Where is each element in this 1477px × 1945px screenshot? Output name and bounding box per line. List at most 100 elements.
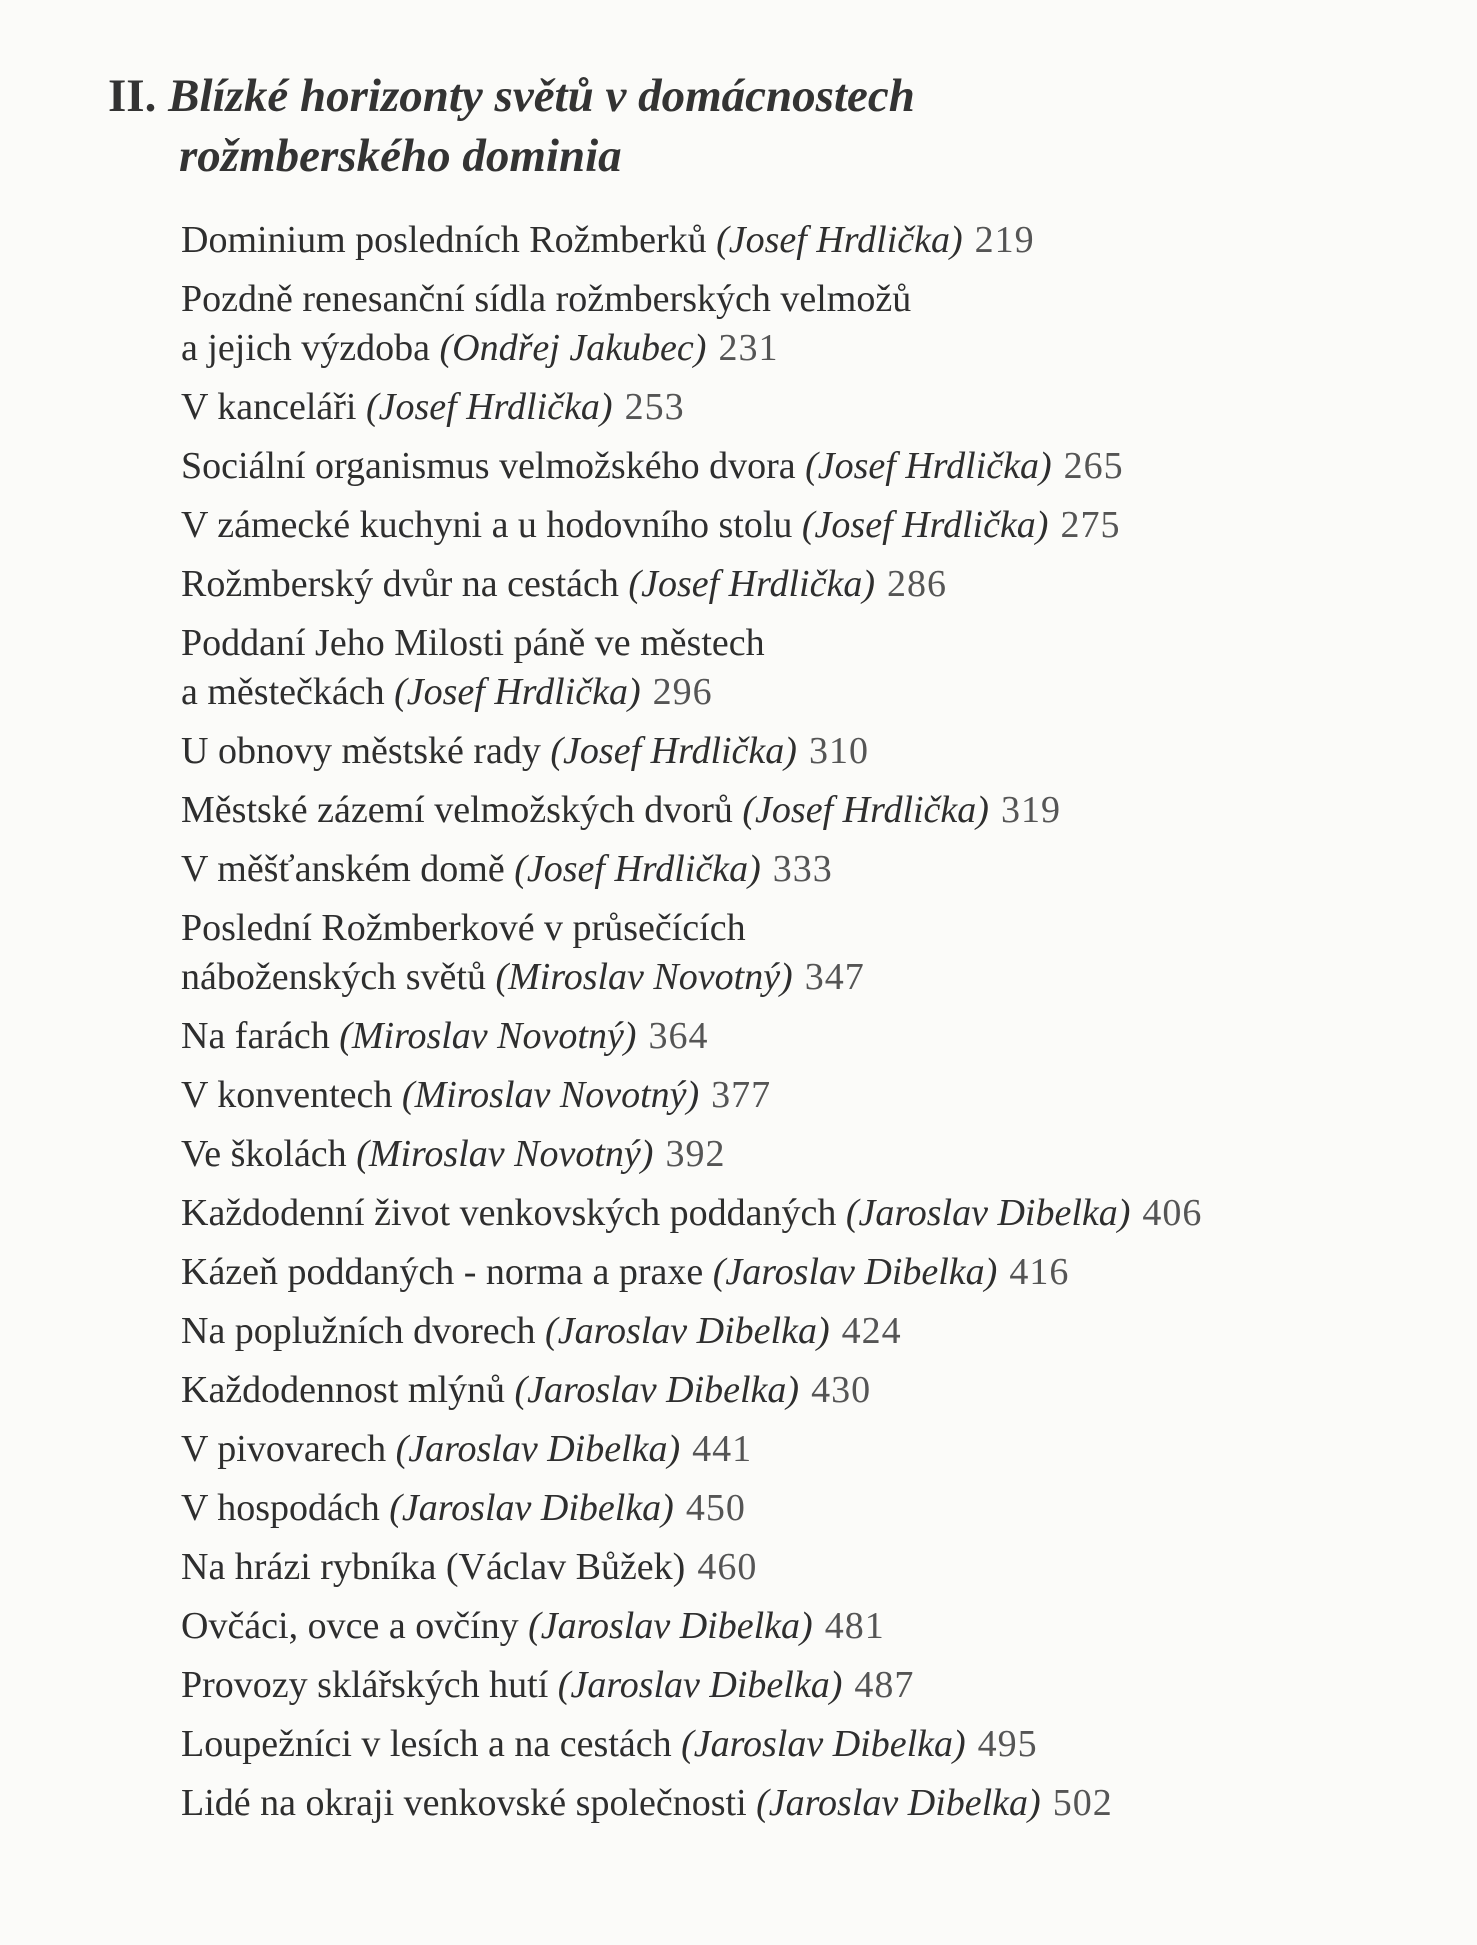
- entry-title: Na hrázi rybníka: [181, 1546, 437, 1588]
- toc-entry: U obnovy městské rady (Josef Hrdlička) 31…: [181, 727, 1202, 776]
- entry-title: a jejich výzdoba: [181, 327, 431, 369]
- toc-entry: Dominium posledních Rožmberků (Josef Hrd…: [181, 216, 1202, 265]
- entry-author: (Jaroslav Dibelka): [845, 1192, 1131, 1234]
- entry-title: V hospodách: [181, 1487, 380, 1529]
- entry-page-number: 333: [772, 848, 833, 890]
- entry-title: Rožmberský dvůr na cestách: [181, 563, 619, 605]
- entry-title-line: Městské zázemí velmožských dvorů (Josef …: [181, 786, 1202, 835]
- entry-title-line: Každodenní život venkovských poddaných (…: [181, 1189, 1202, 1238]
- entry-title-line: V kanceláři (Josef Hrdlička) 253: [181, 383, 1202, 432]
- entry-author: (Josef Hrdlička): [805, 445, 1052, 487]
- entry-title: Ovčáci, ovce a ovčíny: [181, 1605, 519, 1647]
- entry-page-number: 296: [652, 671, 713, 713]
- section-title-line1: Blízké horizonty světů v domácnostech: [168, 70, 915, 122]
- entry-author: (Jaroslav Dibelka): [681, 1723, 966, 1765]
- entry-title-line: Lidé na okraji venkovské společnosti (Ja…: [181, 1779, 1202, 1828]
- entry-title: Pozdně renesanční sídla rožmberských vel…: [181, 278, 912, 320]
- toc-entry: Loupežníci v lesích a na cestách (Jarosl…: [181, 1720, 1202, 1769]
- toc-entry: V pivovarech (Jaroslav Dibelka) 441: [181, 1425, 1202, 1474]
- entry-author: (Josef Hrdlička): [394, 671, 641, 713]
- entry-title-line: V měšťanském domě (Josef Hrdlička) 333: [181, 845, 1202, 894]
- toc-entry: Provozy sklářských hutí (Jaroslav Dibelk…: [181, 1661, 1202, 1710]
- entry-title: Loupežníci v lesích a na cestách: [181, 1723, 672, 1765]
- toc-entry: V měšťanském domě (Josef Hrdlička) 333: [181, 845, 1202, 894]
- toc-entry: Ovčáci, ovce a ovčíny (Jaroslav Dibelka)…: [181, 1602, 1202, 1651]
- toc-entry: Pozdně renesanční sídla rožmberských vel…: [181, 275, 1202, 373]
- entry-title-line: Poslední Rožmberkové v průsečících: [181, 904, 1202, 953]
- entry-title-line: Na hrázi rybníka (Václav Bůžek) 460: [181, 1543, 1202, 1592]
- entry-page-number: 424: [841, 1310, 902, 1352]
- entry-title-line: náboženských světů (Miroslav Novotný) 347: [181, 953, 1202, 1002]
- entry-title: V konventech: [181, 1074, 393, 1116]
- toc-entry: Každodenní život venkovských poddaných (…: [181, 1189, 1202, 1238]
- entry-author: (Josef Hrdlička): [716, 219, 963, 261]
- entry-page-number: 502: [1052, 1782, 1113, 1824]
- entry-author: (Miroslav Novotný): [401, 1074, 700, 1116]
- entry-author: (Jaroslav Dibelka): [545, 1310, 830, 1352]
- entry-title: U obnovy městské rady: [181, 730, 541, 772]
- entry-author: (Josef Hrdlička): [550, 730, 797, 772]
- entry-author: (Josef Hrdlička): [514, 848, 761, 890]
- toc-entry: V kanceláři (Josef Hrdlička) 253: [181, 383, 1202, 432]
- entry-author: (Jaroslav Dibelka): [528, 1605, 813, 1647]
- entry-title-line: Sociální organismus velmožského dvora (J…: [181, 442, 1202, 491]
- entry-author: (Josef Hrdlička): [801, 504, 1049, 546]
- entry-title-line: Poddaní Jeho Milosti páně ve městech: [181, 619, 1202, 668]
- entry-title: V kanceláři: [181, 386, 357, 428]
- toc-entry: Na poplužních dvorech (Jaroslav Dibelka)…: [181, 1307, 1202, 1356]
- entry-title: Ve školách: [181, 1133, 347, 1175]
- toc-entry: V konventech (Miroslav Novotný) 377: [181, 1071, 1202, 1120]
- entry-title-line: Na farách (Miroslav Novotný) 364: [181, 1012, 1202, 1061]
- toc-entry: Sociální organismus velmožského dvora (J…: [181, 442, 1202, 491]
- entry-author: (Miroslav Novotný): [356, 1133, 654, 1175]
- toc-entry: Poslední Rožmberkové v průsečících nábože…: [181, 904, 1202, 1002]
- entry-page-number: 364: [648, 1015, 709, 1057]
- entry-author: (Jaroslav Dibelka): [756, 1782, 1041, 1824]
- entry-page-number: 495: [977, 1723, 1038, 1765]
- entry-page-number: 481: [824, 1605, 885, 1647]
- entry-title: V zámecké kuchyni a u hodovního stolu: [181, 504, 793, 546]
- entry-title: Na farách: [181, 1015, 330, 1057]
- entry-title-line: Provozy sklářských hutí (Jaroslav Dibelk…: [181, 1661, 1202, 1710]
- entry-page-number: 231: [718, 327, 779, 369]
- entry-title: V měšťanském domě: [181, 848, 505, 890]
- toc-entry: V zámecké kuchyni a u hodovního stolu (J…: [181, 501, 1202, 550]
- entry-title-line: a městečkách (Josef Hrdlička) 296: [181, 668, 1202, 717]
- entry-page-number: 310: [808, 730, 869, 772]
- entry-title: a městečkách: [181, 671, 385, 713]
- entry-title: Každodennost mlýnů: [181, 1369, 506, 1411]
- entry-title: Každodenní život venkovských poddaných: [181, 1192, 837, 1234]
- entry-title: Kázeň poddaných - norma a praxe: [181, 1251, 704, 1293]
- entry-page-number: 406: [1142, 1192, 1203, 1234]
- entry-author: (Jaroslav Dibelka): [712, 1251, 998, 1293]
- entry-title-line: Loupežníci v lesích a na cestách (Jarosl…: [181, 1720, 1202, 1769]
- entry-author: (Miroslav Novotný): [339, 1015, 637, 1057]
- entry-page-number: 286: [886, 563, 947, 605]
- entry-title-line: Na poplužních dvorech (Jaroslav Dibelka)…: [181, 1307, 1202, 1356]
- entry-author: (Josef Hrdlička): [742, 789, 989, 831]
- entry-title-line: Ovčáci, ovce a ovčíny (Jaroslav Dibelka)…: [181, 1602, 1202, 1651]
- entry-author: (Jaroslav Dibelka): [395, 1428, 681, 1470]
- entry-title: Městské zázemí velmožských dvorů: [181, 789, 733, 831]
- entry-page-number: 347: [804, 956, 865, 998]
- entry-title: Na poplužních dvorech: [181, 1310, 536, 1352]
- entry-author: (Jaroslav Dibelka): [389, 1487, 674, 1529]
- entry-page-number: 377: [711, 1074, 772, 1116]
- entry-page-number: 430: [811, 1369, 872, 1411]
- entry-page-number: 416: [1009, 1251, 1070, 1293]
- entry-title: Poslední Rožmberkové v průsečících: [181, 907, 746, 949]
- entry-title-line: Ve školách (Miroslav Novotný) 392: [181, 1130, 1202, 1179]
- entry-author: (Josef Hrdlička): [628, 563, 875, 605]
- entry-page-number: 441: [692, 1428, 753, 1470]
- entry-title: Provozy sklářských hutí: [181, 1664, 549, 1706]
- entry-page-number: 392: [665, 1133, 726, 1175]
- entry-title: náboženských světů: [181, 956, 486, 998]
- table-of-contents: Dominium posledních Rožmberků (Josef Hrd…: [181, 216, 1202, 1838]
- entry-title-line: U obnovy městské rady (Josef Hrdlička) 31…: [181, 727, 1202, 776]
- toc-entry: Na hrázi rybníka (Václav Bůžek) 460: [181, 1543, 1202, 1592]
- entry-author: (Jaroslav Dibelka): [557, 1664, 843, 1706]
- entry-page-number: 253: [624, 386, 685, 428]
- toc-entry: Na farách (Miroslav Novotný) 364: [181, 1012, 1202, 1061]
- toc-entry: V hospodách (Jaroslav Dibelka) 450: [181, 1484, 1202, 1533]
- toc-entry: Městské zázemí velmožských dvorů (Josef …: [181, 786, 1202, 835]
